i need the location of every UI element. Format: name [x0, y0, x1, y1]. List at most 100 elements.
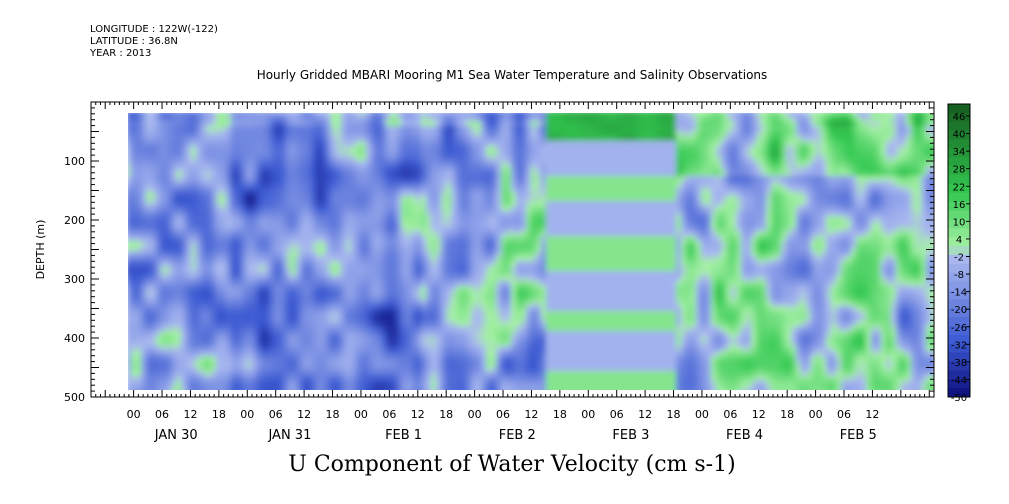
heatmap-cell [206, 381, 212, 387]
heatmap-cell [256, 191, 262, 197]
heatmap-cell [236, 391, 242, 397]
heatmap-cell [286, 116, 292, 122]
heatmap-cell [391, 361, 397, 367]
heatmap-cell [246, 156, 252, 162]
heatmap-cell [256, 226, 262, 232]
heatmap-cell [411, 276, 417, 282]
heatmap-cell [446, 301, 452, 307]
heatmap-cell [416, 156, 422, 162]
heatmap-cell [161, 231, 167, 237]
heatmap-cell [181, 346, 187, 352]
heatmap-cell [171, 281, 177, 287]
heatmap-cell [356, 161, 362, 167]
heatmap-cell [391, 146, 397, 152]
heatmap-cell [171, 231, 177, 237]
heatmap-cell [391, 251, 397, 257]
heatmap-cell [371, 206, 377, 212]
heatmap-cell [128, 381, 132, 387]
heatmap-cell [486, 166, 492, 172]
heatmap-cell [436, 291, 442, 297]
heatmap-cell [391, 176, 397, 182]
heatmap-cell [246, 271, 252, 277]
heatmap-cell [206, 171, 212, 177]
heatmap-cell [171, 151, 177, 157]
heatmap-cell [191, 246, 197, 252]
heatmap-cell [161, 136, 167, 142]
heatmap-cell [446, 291, 452, 297]
heatmap-cell [136, 186, 142, 192]
heatmap-cell [416, 186, 422, 192]
heatmap-cell [146, 113, 152, 117]
heatmap-cell [321, 346, 327, 352]
heatmap-cell [456, 186, 462, 192]
heatmap-cell [291, 186, 297, 192]
heatmap-cell [406, 211, 412, 217]
heatmap-cell [151, 306, 157, 312]
heatmap-cell [316, 331, 322, 337]
heatmap-cell [426, 316, 432, 322]
heatmap-cell [346, 156, 352, 162]
heatmap-cell [381, 351, 387, 357]
heatmap-cell [356, 356, 362, 362]
heatmap-cell [316, 341, 322, 347]
heatmap-cell [181, 116, 187, 122]
heatmap-cell [151, 191, 157, 197]
heatmap-cell [371, 151, 377, 157]
heatmap-cell [421, 361, 427, 367]
heatmap-cell [426, 311, 432, 317]
heatmap-cell [466, 321, 472, 327]
heatmap-cell [191, 116, 197, 122]
heatmap-cell [281, 211, 287, 217]
heatmap-cell [141, 316, 147, 322]
heatmap-cell [261, 116, 267, 122]
heatmap-cell [256, 181, 262, 187]
heatmap-cell [471, 251, 477, 257]
heatmap-cell [371, 266, 377, 272]
heatmap-cell [361, 371, 367, 377]
heatmap-cell [206, 151, 212, 157]
heatmap-cell [336, 341, 342, 347]
heatmap-cell [256, 231, 262, 237]
heatmap-cell [331, 221, 337, 227]
heatmap-cell [166, 236, 172, 242]
heatmap-cell [291, 331, 297, 337]
heatmap-cell [151, 116, 157, 122]
heatmap-cell [186, 291, 192, 297]
heatmap-cell [141, 286, 147, 292]
heatmap-cell [456, 351, 462, 357]
heatmap-cell [371, 171, 377, 177]
heatmap-cell [431, 306, 437, 312]
heatmap-cell [381, 191, 387, 197]
heatmap-cell [361, 166, 367, 172]
heatmap-cell [166, 126, 172, 132]
heatmap-cell [346, 231, 352, 237]
heatmap-cell [301, 176, 307, 182]
heatmap-cell [171, 341, 177, 347]
heatmap-cell [301, 236, 307, 242]
heatmap-cell [311, 241, 317, 247]
heatmap-cell [296, 146, 302, 152]
heatmap-cell [461, 356, 467, 362]
heatmap-cell [181, 191, 187, 197]
heatmap-cell [386, 351, 392, 357]
heatmap-cell [136, 261, 142, 267]
heatmap-cell [211, 276, 217, 282]
heatmap-cell [171, 381, 177, 387]
heatmap-cell [166, 151, 172, 157]
heatmap-cell [431, 341, 437, 347]
heatmap-cell [446, 241, 452, 247]
heatmap-cell [406, 141, 412, 147]
heatmap-cell [406, 286, 412, 292]
heatmap-cell [286, 346, 292, 352]
heatmap-cell [246, 231, 252, 237]
heatmap-cell [156, 131, 162, 137]
heatmap-cell [301, 206, 307, 212]
heatmap-cell [266, 361, 272, 367]
heatmap-cell [426, 246, 432, 252]
heatmap-cell [301, 231, 307, 237]
heatmap-cell [461, 201, 467, 207]
heatmap-cell [196, 291, 202, 297]
heatmap-cell [161, 221, 167, 227]
heatmap-cell [276, 391, 282, 397]
heatmap-cell [441, 146, 447, 152]
